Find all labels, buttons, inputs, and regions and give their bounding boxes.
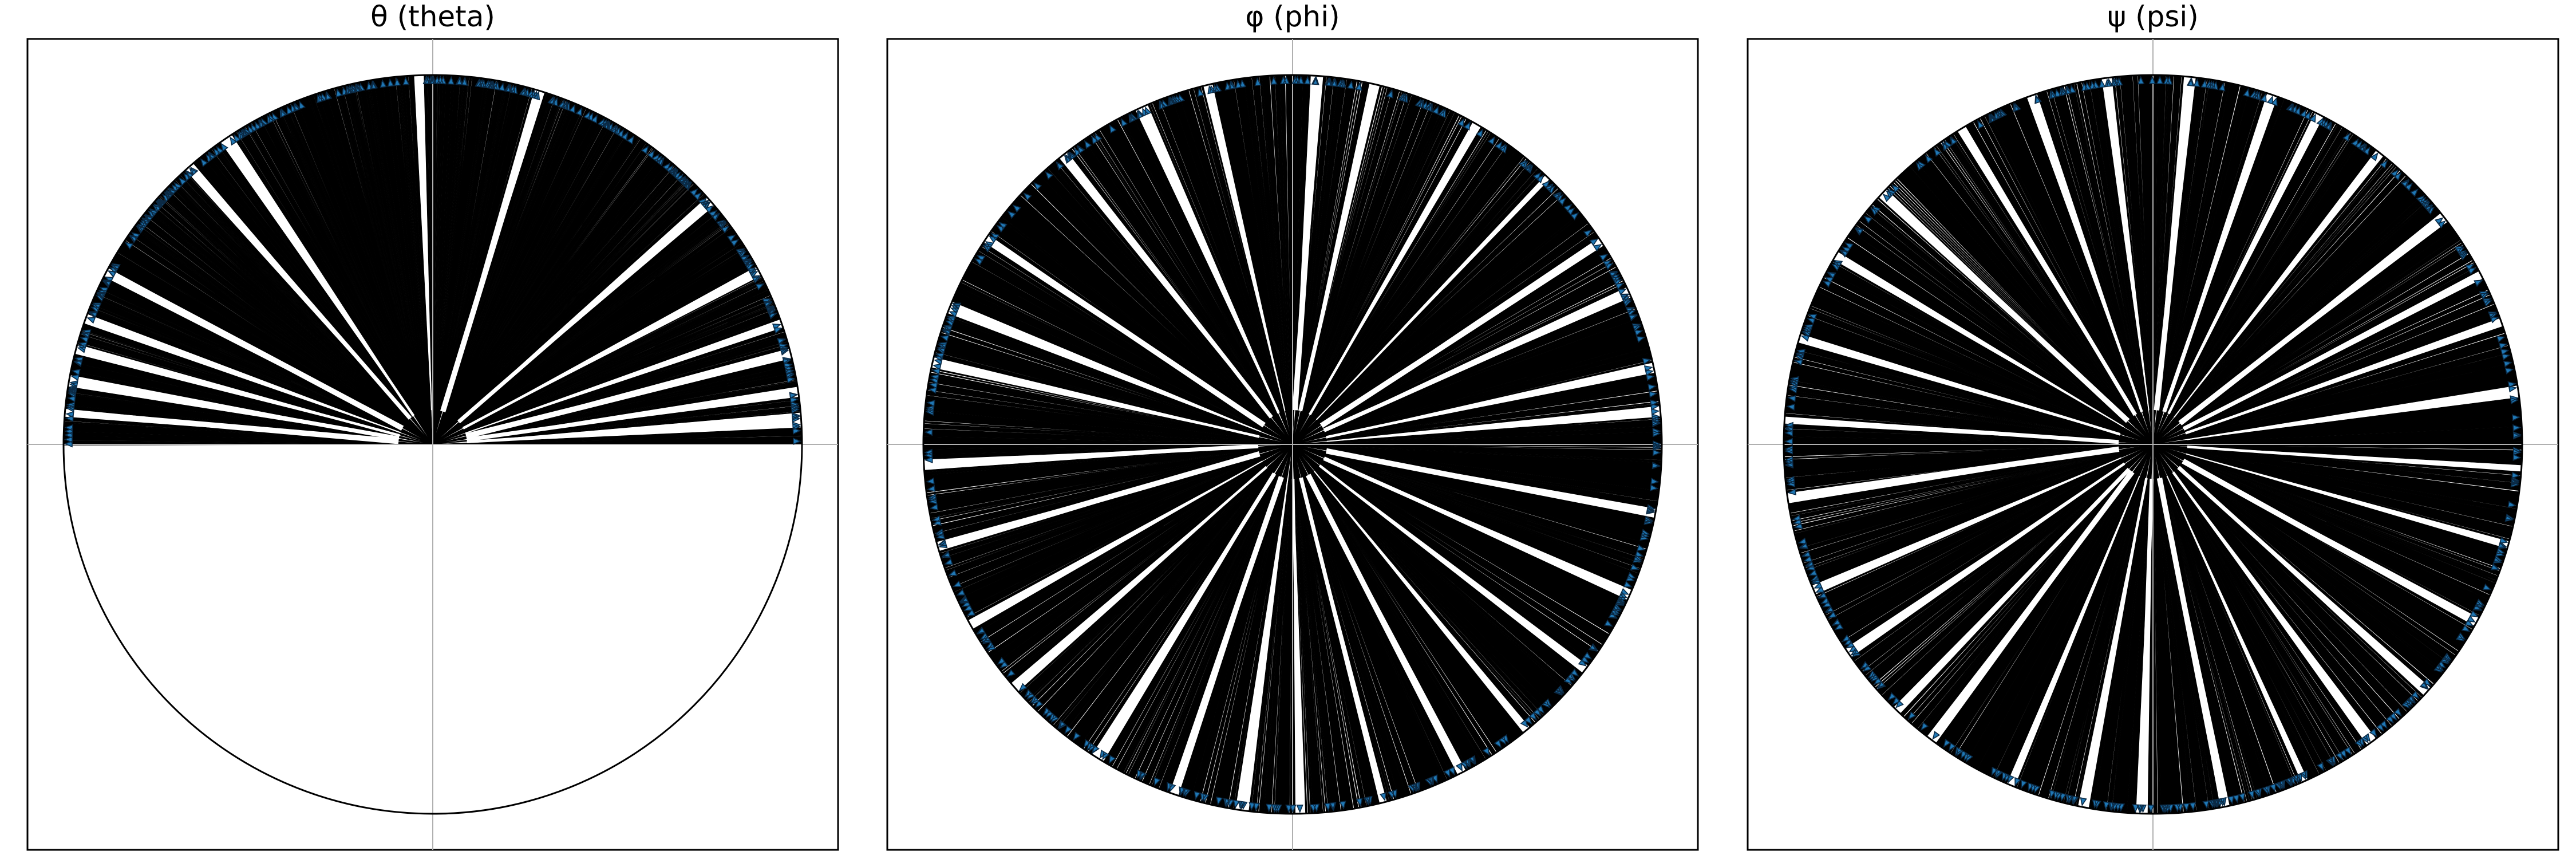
- gap-line: [1895, 467, 2131, 712]
- gap-line: [1291, 478, 1301, 814]
- gap-line: [2162, 94, 2275, 413]
- chart-panel-2: φ (phi): [886, 0, 1699, 851]
- gap-line: [2154, 77, 2195, 411]
- gap-line: [85, 317, 401, 434]
- gap-line: [189, 164, 412, 420]
- gap-line: [2182, 458, 2478, 626]
- gap-line: [419, 75, 432, 411]
- gap-line: [225, 137, 415, 417]
- gap-line: [2031, 94, 2143, 413]
- gap-line: [1298, 84, 1378, 412]
- gap-line: [465, 352, 792, 439]
- gap-line: [462, 270, 760, 430]
- gap-line: [1836, 253, 2124, 427]
- gap-line: [1319, 241, 1604, 428]
- gap-line: [2186, 453, 2508, 547]
- gap-line: [969, 460, 1263, 624]
- unit-circle: [922, 74, 1663, 815]
- gap-line: [2138, 478, 2154, 814]
- gap-line: [467, 417, 801, 444]
- chart-title: θ (theta): [370, 0, 495, 33]
- gap-line: [1299, 477, 1384, 803]
- gap-line: [2178, 215, 2446, 425]
- rim-marker-glyphs: [64, 75, 802, 448]
- gap-line: [1309, 124, 1479, 416]
- gap-line: [1306, 474, 1463, 775]
- gap-line: [950, 305, 1261, 432]
- gap-line: [1170, 476, 1284, 795]
- gap-line: [2107, 77, 2150, 411]
- chart-panel-1: θ (theta): [26, 0, 839, 851]
- chart-panel-3: ψ (psi): [1747, 0, 2559, 851]
- gap-line: [2081, 478, 2148, 807]
- unit-circle: [62, 74, 803, 815]
- gap-line: [1323, 292, 1631, 432]
- gap-line: [923, 444, 1259, 466]
- gap-line: [105, 268, 404, 431]
- gap-line: [2182, 275, 2483, 431]
- gap-line: [1881, 190, 2130, 423]
- gap-line: [1240, 478, 1289, 810]
- gap-line: [2187, 392, 2519, 440]
- gap-line: [1318, 464, 1585, 673]
- gap-line: [985, 235, 1266, 428]
- gap-line: [1846, 462, 2125, 652]
- gap-line: [2008, 475, 2140, 785]
- gap-line: [1812, 457, 2122, 589]
- chart-title: ψ (psi): [2107, 0, 2199, 33]
- gap-line: [1208, 84, 1286, 411]
- chart-title: φ (phi): [1245, 0, 1340, 33]
- gap-line: [1064, 152, 1273, 419]
- rim-marker-glyphs: [924, 75, 1662, 814]
- gap-line: [2156, 477, 2226, 808]
- gap-lines: [1784, 77, 2522, 814]
- gap-line: [76, 347, 400, 437]
- gap-line: [1013, 466, 1268, 688]
- gap-line: [937, 451, 1261, 549]
- rim-marker-glyphs: [1784, 75, 2522, 814]
- gap-line: [2177, 466, 2429, 693]
- gap-line: [467, 424, 802, 443]
- rim-markers: [924, 75, 1662, 814]
- gap-line: [1141, 106, 1280, 414]
- gap-line: [1326, 366, 1654, 439]
- gap-lines: [923, 76, 1661, 814]
- gap-line: [1961, 127, 2138, 416]
- gap-line: [1313, 470, 1526, 732]
- rim-markers: [64, 75, 802, 448]
- gap-line: [1325, 448, 1656, 518]
- gap-line: [69, 378, 400, 441]
- gap-line: [2184, 322, 2503, 435]
- gap-line: [1784, 416, 2119, 444]
- gap-line: [2187, 445, 2522, 472]
- gap-line: [1323, 456, 1631, 597]
- gap-line: [457, 200, 713, 424]
- gap-line: [466, 391, 799, 442]
- rim-markers: [1784, 75, 2522, 814]
- gap-line: [440, 90, 544, 413]
- gap-line: [2167, 115, 2322, 415]
- unit-circle: [1783, 74, 2523, 815]
- gap-line: [1326, 411, 1661, 442]
- gap-line: [933, 360, 1260, 438]
- gap-line: [2166, 475, 2304, 782]
- gap-line: [2172, 471, 2371, 744]
- gap-line: [1292, 76, 1321, 411]
- gap-line: [1799, 335, 2121, 436]
- gap-line: [65, 409, 399, 444]
- gap-line: [465, 324, 783, 434]
- gap-line: [1929, 470, 2135, 741]
- gap-line: [1787, 446, 2120, 499]
- gap-line: [2174, 153, 2381, 418]
- gap-line: [1095, 472, 1277, 759]
- gap-lines: [65, 75, 802, 444]
- gap-line: [1315, 178, 1550, 420]
